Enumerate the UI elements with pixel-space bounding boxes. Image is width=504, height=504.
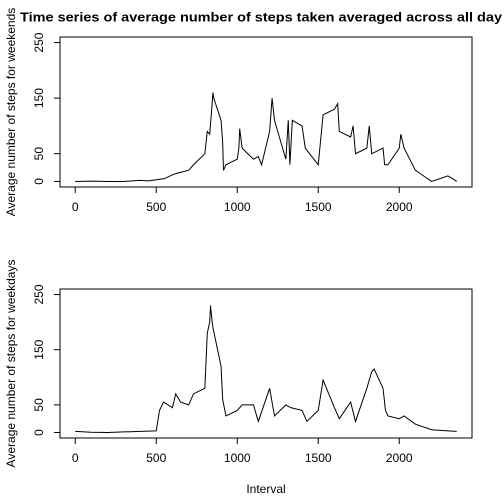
x-tick-label: 0 xyxy=(72,200,79,214)
x-axis-label: Interval xyxy=(246,482,285,496)
chart-title: Time series of average number of steps t… xyxy=(20,9,503,24)
plot-box xyxy=(59,288,473,439)
series-line xyxy=(75,305,457,433)
y-tick-label: 150 xyxy=(32,339,46,359)
y-tick-label: 0 xyxy=(32,429,46,436)
x-tick-label: 1500 xyxy=(305,451,332,465)
series-line xyxy=(75,92,458,182)
plot-box xyxy=(59,36,473,188)
y-tick-label: 50 xyxy=(32,147,46,161)
y-tick-label: 150 xyxy=(32,88,46,108)
y-axis-label: Average number of steps for weekdays xyxy=(4,260,18,468)
x-tick-label: 0 xyxy=(72,451,79,465)
y-tick-label: 250 xyxy=(32,284,46,304)
y-tick-label: 250 xyxy=(32,32,46,52)
x-tick-label: 1000 xyxy=(224,200,251,214)
x-tick-label: 500 xyxy=(146,200,166,214)
x-tick-label: 2000 xyxy=(386,451,413,465)
x-tick-label: 500 xyxy=(146,451,166,465)
x-tick-label: 2000 xyxy=(386,200,413,214)
x-tick-label: 1500 xyxy=(305,200,332,214)
y-axis-label: Average number of steps for weekends xyxy=(4,8,18,217)
y-tick-label: 0 xyxy=(32,178,46,185)
x-tick-label: 1000 xyxy=(224,451,251,465)
y-tick-label: 50 xyxy=(32,398,46,412)
